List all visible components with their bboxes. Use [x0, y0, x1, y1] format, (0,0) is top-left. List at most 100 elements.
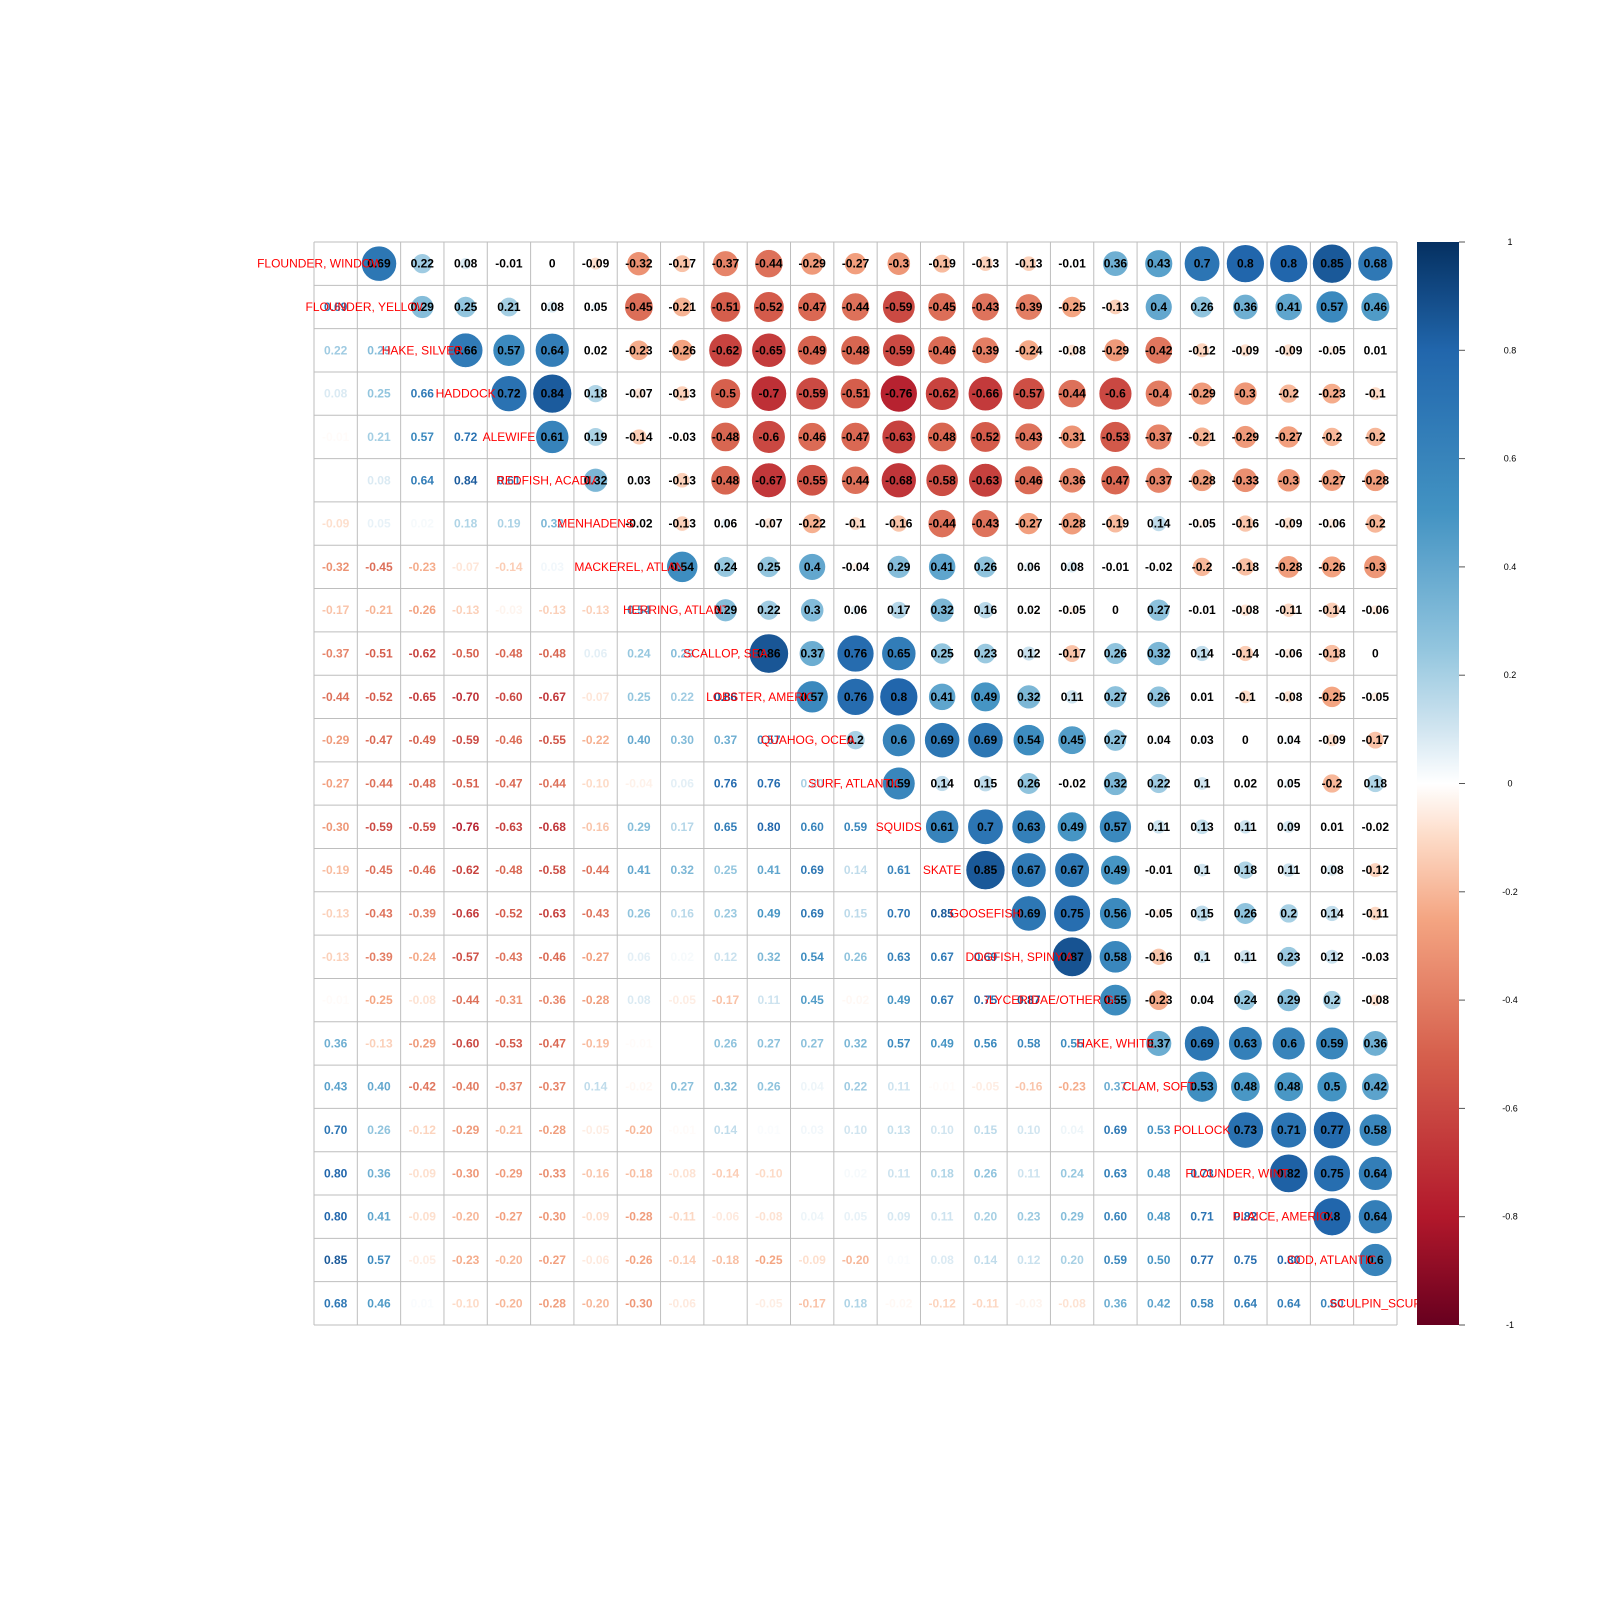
correlation-value-label: -0.2 [1192, 560, 1213, 574]
correlation-number: -0.55 [539, 733, 567, 747]
correlation-circle [1277, 425, 1300, 449]
correlation-value-label: -0.2 [1278, 387, 1299, 401]
correlation-value-label: -0.37 [712, 257, 740, 271]
correlation-value-label: 0.17 [887, 603, 911, 617]
correlation-value-label: -0.16 [1145, 950, 1173, 964]
correlation-value-label: 0.14 [930, 777, 954, 791]
colorbar-tick-label: -0.2 [1502, 887, 1518, 897]
correlation-number: 0.24 [1060, 1166, 1084, 1180]
correlation-value-label: -0.1 [1235, 690, 1256, 704]
correlation-circle [796, 464, 829, 497]
correlation-circle [506, 261, 512, 267]
correlation-value-label: -0.27 [1015, 517, 1043, 531]
correlation-number: 0.77 [1190, 1253, 1214, 1267]
correlation-circle [1234, 989, 1257, 1011]
correlation-number: 0.32 [757, 950, 781, 964]
correlation-number: 0.69 [801, 863, 825, 877]
correlation-number: 0.42 [1147, 1296, 1171, 1310]
correlation-number: 0.48 [1147, 1166, 1171, 1180]
correlation-value-label: 0.75 [1320, 1166, 1344, 1180]
correlation-value-label: -0.17 [1362, 733, 1390, 747]
correlation-number: -0.16 [582, 820, 610, 834]
correlation-value-label: 0.18 [1234, 863, 1258, 877]
correlation-value-label: -0.47 [799, 300, 827, 314]
correlation-circle [1199, 607, 1205, 613]
correlation-number: 0.69 [974, 950, 998, 964]
correlation-circle [1325, 863, 1339, 877]
correlation-circle [889, 601, 908, 620]
correlation-number: -0.68 [539, 820, 567, 834]
correlation-circle [1025, 606, 1033, 614]
correlation-circle [361, 245, 397, 282]
colorbar-tick-label: 0.6 [1504, 454, 1517, 464]
correlation-circle [1321, 685, 1343, 708]
correlation-circle [977, 255, 994, 272]
correlation-circle [1369, 604, 1381, 616]
correlation-circle [1186, 1071, 1218, 1103]
correlation-number: 0.24 [627, 647, 651, 661]
correlation-circle [1358, 1243, 1393, 1277]
correlation-value-label: -0.46 [1015, 473, 1043, 487]
correlation-value-label: 0.01 [1190, 690, 1214, 704]
correlation-value-label: -0.23 [625, 343, 653, 357]
correlation-number: 0.72 [454, 430, 478, 444]
correlation-value-label: 0.12 [1320, 950, 1344, 964]
correlation-number: 0.57 [367, 1253, 391, 1267]
correlation-number: 0.13 [887, 1123, 911, 1137]
correlation-value-label: 0.27 [1104, 733, 1128, 747]
correlation-circle [1281, 602, 1297, 618]
colorbar-tick-label: -0.6 [1502, 1103, 1518, 1113]
correlation-number: -0.25 [755, 1253, 783, 1267]
correlation-circle [1282, 820, 1296, 834]
correlation-circle [586, 427, 606, 447]
correlation-circle [628, 339, 650, 361]
correlation-value-label: -0.44 [928, 517, 956, 531]
correlation-number: -0.51 [452, 777, 480, 791]
correlation-circle [971, 336, 999, 364]
correlation-value-label: -0.6 [759, 430, 780, 444]
correlation-circle [1190, 381, 1214, 406]
correlation-number: 0.20 [974, 1210, 998, 1224]
correlation-number: 0.04 [1060, 1123, 1084, 1137]
correlation-number: -0.26 [409, 603, 437, 617]
correlation-number: 0.76 [714, 777, 738, 791]
correlation-circle [1015, 293, 1043, 321]
correlation-value-label: -0.19 [1102, 517, 1130, 531]
correlation-number: -0.62 [452, 863, 480, 877]
correlation-number: 0.49 [887, 993, 911, 1007]
correlation-circle [713, 598, 738, 622]
correlation-value-label: 0.66 [454, 343, 478, 357]
correlation-number: -0.06 [582, 1253, 610, 1267]
correlation-number: -0.06 [669, 1296, 697, 1310]
correlation-value-label: 0.12 [1017, 647, 1041, 661]
correlation-circle [1282, 516, 1296, 531]
correlation-value-label: -0.33 [1232, 473, 1260, 487]
correlation-number: 0.26 [974, 1166, 998, 1180]
correlation-value-label: 0.54 [671, 560, 695, 574]
variable-label: FLOUNDER, WINTER [1185, 1166, 1305, 1180]
correlation-value-label: 0.14 [1147, 517, 1171, 531]
correlation-circle [1322, 990, 1342, 1010]
correlation-value-label: 0.57 [497, 343, 521, 357]
correlation-value-label: -0.05 [1058, 603, 1086, 617]
correlation-number: 0.29 [671, 647, 695, 661]
correlation-value-label: 0.22 [757, 603, 781, 617]
correlation-circle [1315, 290, 1349, 324]
correlation-number: -0.26 [625, 1253, 653, 1267]
correlation-value-label: -0.08 [1362, 993, 1390, 1007]
correlation-number: 0.14 [974, 1253, 998, 1267]
correlation-number: 0.75 [1234, 1253, 1258, 1267]
variable-label: REDFISH, ACADIAN [496, 473, 608, 487]
correlation-value-label: -0.09 [1275, 343, 1303, 357]
correlation-circle [674, 385, 691, 402]
colorbar-tick-label: 1 [1507, 237, 1512, 247]
correlation-value-label: -0.13 [669, 473, 697, 487]
correlation-number: 0.01 [411, 1296, 435, 1310]
correlation-number: -0.51 [365, 647, 393, 661]
correlation-circle [1272, 1026, 1306, 1061]
correlation-value-label: -0.53 [1102, 430, 1130, 444]
correlation-number: -0.05 [972, 1080, 1000, 1094]
correlation-value-label: -0.09 [1232, 343, 1260, 357]
